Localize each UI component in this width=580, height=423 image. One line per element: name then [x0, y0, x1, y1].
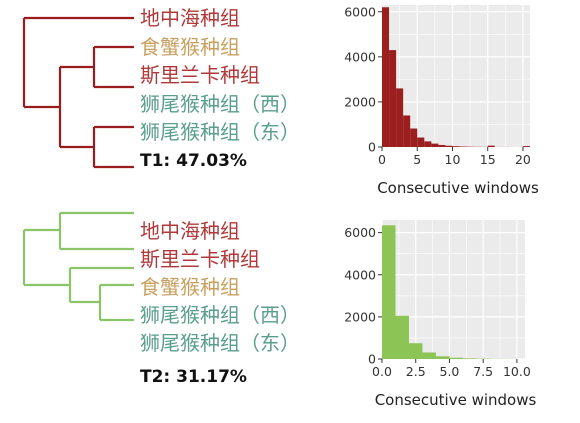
- histogram-2-bar: [449, 357, 463, 359]
- tree-1-branch-b: [92, 45, 134, 89]
- tree-2-percent: T2: 31.17%: [140, 367, 247, 387]
- x-tick-label: 0.0: [372, 364, 392, 379]
- y-tick-label: 0: [368, 140, 376, 155]
- y-tick-label: 0: [368, 352, 376, 367]
- histogram-1-bar: [424, 141, 432, 147]
- x-tick-label: 10: [445, 152, 461, 167]
- tree-2-taxon-4: 狮尾猴种组（西）: [140, 303, 300, 327]
- histogram-1-bar: [396, 88, 404, 147]
- tree-1-branch-root: [22, 16, 134, 109]
- histogram-1-bar: [522, 146, 530, 147]
- tree-2-taxon-2: 斯里兰卡种组: [140, 247, 260, 271]
- x-tick-label: 7.5: [473, 364, 493, 379]
- tree-2-branch-root: [22, 228, 70, 287]
- tree-1-taxon-1: 地中海种组: [140, 6, 240, 30]
- x-tick-label: 5: [413, 152, 421, 167]
- x-tick-label: 20: [515, 152, 531, 167]
- histogram-1: 0 2000 4000 6000 0 5 10 15 20 Consecutive windows: [344, 4, 539, 197]
- tree-1: [22, 16, 134, 169]
- x-tick-label: 5.0: [440, 364, 460, 379]
- tree-1-taxon-4: 狮尾猴种组（西）: [140, 92, 300, 116]
- tree-2-branch-c: [98, 283, 134, 322]
- x-tick-label: 10.0: [503, 364, 531, 379]
- tree-1-percent: T1: 47.03%: [140, 151, 247, 171]
- histogram-1-bar: [431, 143, 439, 147]
- x-tick-label: 0: [378, 152, 386, 167]
- y-tick-label: 6000: [344, 225, 376, 240]
- histogram-1-bar: [410, 128, 418, 147]
- tree-1-taxon-5: 狮尾猴种组（东）: [140, 120, 300, 144]
- tree-2-branch-b: [68, 266, 134, 304]
- tree-2-taxon-3: 食蟹猴种组: [140, 275, 240, 299]
- histogram-1-bar: [452, 146, 460, 147]
- histogram-1-bar: [417, 137, 425, 147]
- y-tick-label: 2000: [344, 94, 376, 109]
- y-tick-label: 6000: [344, 4, 376, 19]
- tree-1-branch-a: [58, 65, 94, 149]
- histogram-2-bar: [422, 352, 436, 359]
- histogram-2-bar: [382, 225, 396, 359]
- x-axis-label: Consecutive windows: [375, 391, 537, 409]
- y-tick-label: 4000: [344, 49, 376, 64]
- tree-1-taxa: 地中海种组 食蟹猴种组 斯里兰卡种组 狮尾猴种组（西） 狮尾猴种组（东）: [140, 6, 300, 144]
- histogram-1-bar: [403, 115, 411, 147]
- x-axis-label: Consecutive windows: [377, 179, 539, 197]
- tree-1-taxon-3: 斯里兰卡种组: [140, 63, 260, 87]
- tree-2: [22, 211, 134, 322]
- histogram-2-bar: [408, 343, 423, 359]
- tree-1-taxon-2: 食蟹猴种组: [140, 35, 240, 59]
- histogram-1-bar: [445, 145, 453, 147]
- histogram-1-bar: [382, 7, 390, 148]
- histogram-2-bar: [462, 358, 477, 359]
- tree-1-branch-c: [92, 125, 134, 169]
- histogram-2-bar: [395, 315, 409, 359]
- histogram-1-bar: [438, 144, 446, 147]
- x-tick-label: 2.5: [406, 364, 426, 379]
- tree-2-taxon-5: 狮尾猴种组（东）: [140, 331, 300, 355]
- tree-2-branch-a: [58, 211, 134, 251]
- histogram-2-bar: [435, 356, 450, 359]
- histogram-2: 0 2000 4000 6000 0.0 2.5 5.0 7.5 10.0 Consecutive…: [344, 220, 536, 409]
- y-tick-label: 2000: [344, 309, 376, 324]
- x-tick-label: 15: [480, 152, 496, 167]
- histogram-1-bar: [487, 145, 495, 147]
- histogram-1-bar: [389, 50, 397, 148]
- tree-2-taxa: 地中海种组 斯里兰卡种组 食蟹猴种组 狮尾猴种组（西） 狮尾猴种组（东）: [140, 219, 300, 355]
- tree-2-taxon-1: 地中海种组: [140, 219, 240, 243]
- y-tick-label: 4000: [344, 267, 376, 282]
